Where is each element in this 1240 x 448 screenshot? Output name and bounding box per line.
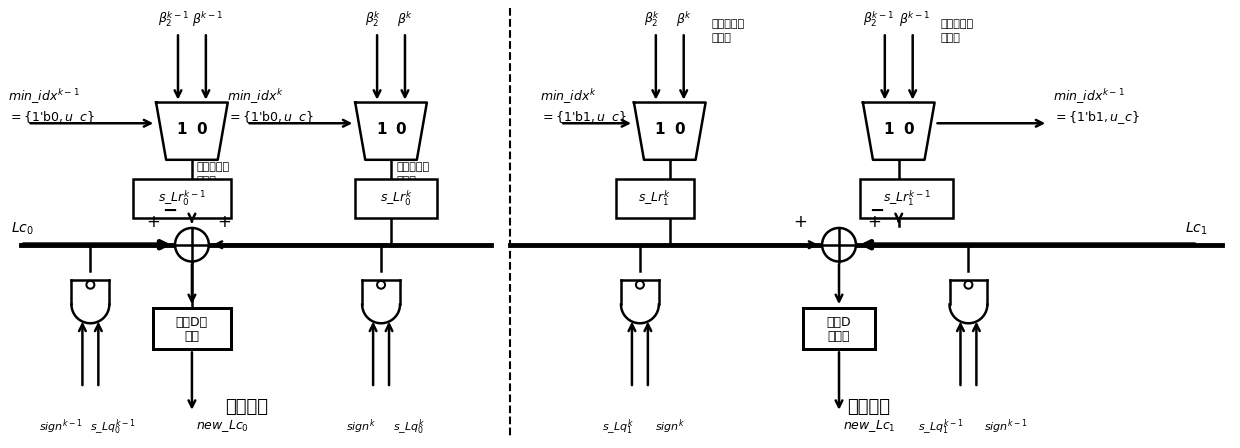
Text: 选择器: 选择器 — [197, 176, 217, 185]
Text: $s\_Lr_0^{k-1}$: $s\_Lr_0^{k-1}$ — [157, 189, 206, 208]
Text: 第七二选一: 第七二选一 — [197, 162, 231, 172]
Text: $sign^{k}$: $sign^{k}$ — [655, 418, 684, 436]
FancyBboxPatch shape — [133, 179, 231, 218]
Text: $\beta_2^{k-1}$: $\beta_2^{k-1}$ — [159, 10, 190, 30]
Text: $new\_Lc_0$: $new\_Lc_0$ — [196, 418, 249, 434]
Text: $=\{1\text{\'b1},u\_c\}$: $=\{1\text{\'b1},u\_c\}$ — [1053, 109, 1140, 126]
Text: $=\{1\text{\'b1},u\_c\}$: $=\{1\text{\'b1},u\_c\}$ — [541, 109, 627, 126]
Text: $=\{1\text{\'b0},u\_c\}$: $=\{1\text{\'b0},u\_c\}$ — [7, 109, 94, 126]
Text: $=\{1\text{\'b0},u\_c\}$: $=\{1\text{\'b0},u\_c\}$ — [227, 109, 314, 126]
Text: 选择器: 选择器 — [396, 176, 415, 185]
Polygon shape — [355, 103, 427, 160]
Polygon shape — [863, 103, 935, 160]
Text: −: − — [162, 202, 177, 220]
Text: $s\_Lq_1^{k}$: $s\_Lq_1^{k}$ — [603, 418, 634, 437]
Polygon shape — [72, 280, 109, 323]
Text: −: − — [869, 202, 884, 220]
Text: 右子矩阵: 右子矩阵 — [847, 398, 890, 416]
Text: 第十二选一: 第十二选一 — [712, 19, 745, 30]
FancyBboxPatch shape — [804, 308, 875, 349]
Text: 左子矩阵: 左子矩阵 — [226, 398, 268, 416]
Polygon shape — [621, 280, 658, 323]
Text: $s\_Lq_0^{k}$: $s\_Lq_0^{k}$ — [393, 418, 425, 437]
Text: $s\_Lr_0^{k}$: $s\_Lr_0^{k}$ — [379, 189, 413, 208]
Text: $sign^{k}$: $sign^{k}$ — [346, 418, 376, 436]
Text: $\beta^{k-1}$: $\beta^{k-1}$ — [899, 11, 930, 30]
Text: $s\_Lr_1^{k}$: $s\_Lr_1^{k}$ — [639, 189, 671, 208]
Circle shape — [175, 228, 208, 262]
Polygon shape — [634, 103, 706, 160]
Text: 选择器: 选择器 — [712, 33, 732, 43]
Text: +: + — [794, 213, 807, 231]
Text: 第六D: 第六D — [827, 316, 852, 329]
Text: 0: 0 — [904, 122, 914, 137]
Text: $\beta^{k}$: $\beta^{k}$ — [676, 11, 692, 30]
FancyBboxPatch shape — [355, 179, 438, 218]
Text: $Lc_1$: $Lc_1$ — [1184, 220, 1208, 237]
Text: 0: 0 — [197, 122, 207, 137]
FancyBboxPatch shape — [861, 179, 954, 218]
Polygon shape — [362, 280, 401, 323]
Text: 触发器: 触发器 — [828, 330, 851, 343]
Text: $min\_idx^{k}$: $min\_idx^{k}$ — [227, 88, 283, 107]
FancyBboxPatch shape — [616, 179, 693, 218]
Text: 第九二选一: 第九二选一 — [941, 19, 973, 30]
Text: 第五D触: 第五D触 — [176, 316, 208, 329]
Text: $new\_Lc_1$: $new\_Lc_1$ — [843, 418, 895, 434]
Text: 1: 1 — [655, 122, 665, 137]
Text: 1: 1 — [376, 122, 387, 137]
Text: $s\_Lq_0^{k-1}$: $s\_Lq_0^{k-1}$ — [89, 418, 135, 437]
FancyBboxPatch shape — [153, 308, 231, 349]
Text: $min\_idx^{k-1}$: $min\_idx^{k-1}$ — [7, 88, 79, 107]
Text: $\beta^{k-1}$: $\beta^{k-1}$ — [192, 11, 223, 30]
Text: 第八二选一: 第八二选一 — [396, 162, 429, 172]
Text: 1: 1 — [177, 122, 187, 137]
Text: 0: 0 — [396, 122, 407, 137]
Circle shape — [822, 228, 856, 262]
Polygon shape — [156, 103, 228, 160]
Text: $\beta^{k}$: $\beta^{k}$ — [397, 11, 413, 30]
Text: $min\_idx^{k-1}$: $min\_idx^{k-1}$ — [1053, 88, 1125, 107]
Text: +: + — [867, 213, 880, 231]
Text: 选择器: 选择器 — [941, 33, 961, 43]
Text: $s\_Lq_1^{k-1}$: $s\_Lq_1^{k-1}$ — [918, 418, 963, 437]
Text: $s\_Lr_1^{k-1}$: $s\_Lr_1^{k-1}$ — [883, 189, 931, 208]
Text: $sign^{k-1}$: $sign^{k-1}$ — [38, 418, 82, 436]
Text: +: + — [146, 213, 160, 231]
Text: $sign^{k-1}$: $sign^{k-1}$ — [985, 418, 1028, 436]
Text: 发器: 发器 — [185, 330, 200, 343]
Text: 0: 0 — [675, 122, 684, 137]
Text: +: + — [217, 213, 231, 231]
Text: $\beta_2^{k}$: $\beta_2^{k}$ — [365, 10, 381, 30]
Text: $\beta_2^{k-1}$: $\beta_2^{k-1}$ — [863, 10, 894, 30]
Polygon shape — [950, 280, 987, 323]
Text: $Lc_0$: $Lc_0$ — [11, 220, 33, 237]
Text: $min\_idx^{k}$: $min\_idx^{k}$ — [541, 88, 596, 107]
Text: 1: 1 — [884, 122, 894, 137]
Text: $\beta_2^{k}$: $\beta_2^{k}$ — [644, 10, 660, 30]
